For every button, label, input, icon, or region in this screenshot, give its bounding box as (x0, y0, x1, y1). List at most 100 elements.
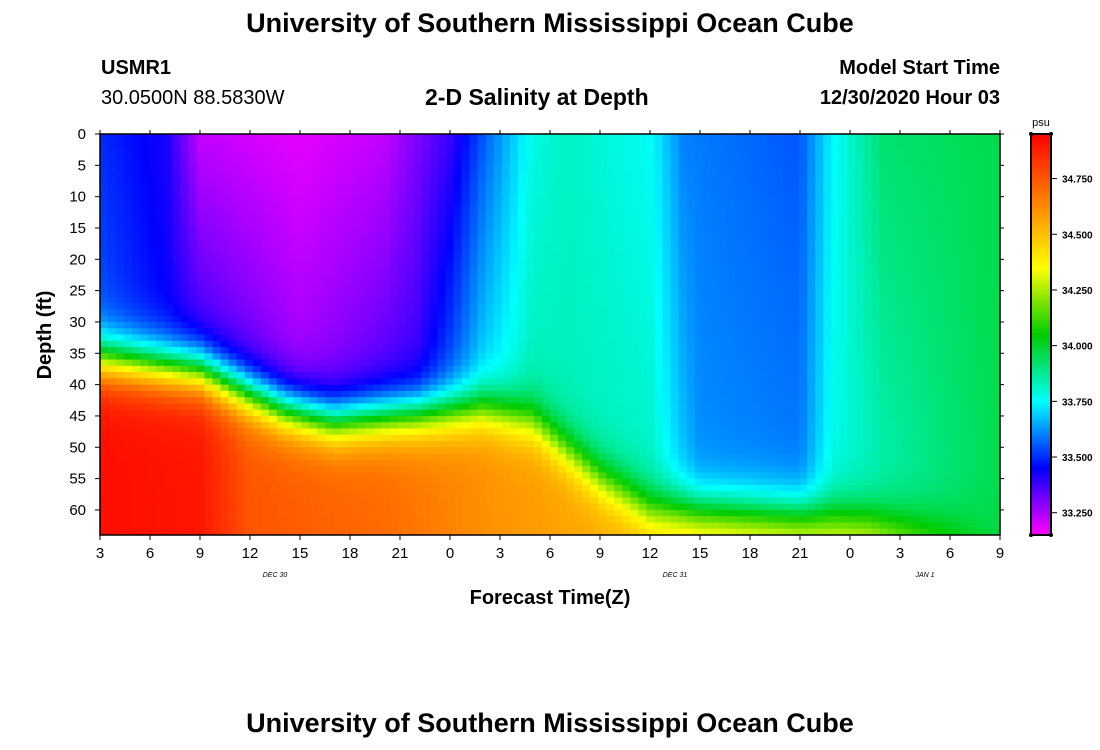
heatmap-cell (630, 296, 639, 304)
heatmap-cell (445, 315, 455, 323)
heatmap-cell (284, 472, 294, 480)
heatmap-cell (678, 234, 688, 242)
heatmap-cell (341, 171, 350, 179)
heatmap-cell (220, 503, 230, 511)
heatmap-cell (718, 484, 728, 492)
heatmap-cell (220, 472, 230, 480)
heatmap-cell (485, 240, 495, 248)
heatmap-cell (525, 146, 535, 154)
heatmap-cell (461, 415, 471, 423)
heatmap-cell (196, 466, 206, 473)
heatmap-cell (550, 378, 559, 386)
heatmap-cell (276, 184, 286, 191)
heatmap-cell (574, 140, 583, 148)
heatmap-cell (124, 403, 133, 411)
heatmap-cell (172, 503, 181, 511)
heatmap-cell (541, 221, 551, 229)
heatmap-cell (108, 184, 117, 191)
heatmap-cell (541, 491, 551, 499)
heatmap-cell (566, 202, 575, 210)
heatmap-cell (574, 453, 583, 461)
heatmap-cell (453, 390, 463, 398)
heatmap-cell (670, 165, 680, 173)
heatmap-cell (164, 315, 173, 323)
heatmap-cell (509, 466, 519, 473)
heatmap-cell (389, 134, 398, 141)
heatmap-cell (164, 484, 173, 492)
heatmap-cell (236, 221, 246, 229)
heatmap-cell (252, 259, 262, 267)
heatmap-cell (236, 434, 246, 442)
heatmap-cell (702, 259, 712, 267)
heatmap-cell (292, 384, 302, 392)
heatmap-cell (598, 246, 607, 254)
heatmap-cell (405, 484, 414, 492)
heatmap-cell (397, 159, 406, 166)
heatmap-cell (389, 290, 398, 298)
heatmap-cell (228, 253, 238, 260)
heatmap-cell (325, 347, 334, 354)
heatmap-cell (220, 259, 230, 267)
heatmap-cell (405, 315, 414, 323)
heatmap-cell (341, 390, 350, 398)
heatmap-cell (622, 334, 631, 342)
heatmap-cell (124, 146, 133, 154)
heatmap-cell (461, 403, 471, 411)
heatmap-cell (469, 165, 479, 173)
heatmap-cell (694, 209, 704, 217)
heatmap-cell (333, 516, 342, 524)
heatmap-cell (236, 140, 246, 148)
heatmap-cell (341, 397, 350, 405)
heatmap-cell (180, 271, 189, 279)
heatmap-cell (308, 196, 318, 204)
heatmap-cell (228, 140, 238, 148)
heatmap-cell (300, 265, 310, 273)
heatmap-cell (349, 227, 358, 235)
heatmap-cell (405, 522, 414, 530)
heatmap-cell (164, 434, 173, 442)
heatmap-cell (477, 227, 487, 235)
heatmap-cell (598, 152, 607, 160)
heatmap-cell (228, 278, 238, 285)
heatmap-cell (228, 184, 238, 191)
heatmap-cell (421, 384, 431, 392)
heatmap-cell (606, 209, 615, 217)
heatmap-cell (469, 278, 479, 285)
heatmap-cell (268, 365, 278, 373)
heatmap-cell (445, 347, 455, 354)
heatmap-cell (582, 227, 591, 235)
heatmap-cell (509, 397, 519, 405)
heatmap-cell (525, 165, 535, 173)
heatmap-cell (140, 415, 149, 423)
heatmap-cell (389, 359, 398, 367)
heatmap-cell (590, 315, 599, 323)
heatmap-cell (574, 340, 583, 348)
heatmap-cell (180, 234, 189, 242)
heatmap-cell (244, 159, 254, 166)
heatmap-cell (533, 146, 543, 154)
heatmap-cell (533, 196, 543, 204)
heatmap-cell (646, 466, 656, 473)
heatmap-cell (622, 171, 631, 179)
heatmap-cell (517, 152, 527, 160)
heatmap-cell (501, 296, 511, 304)
heatmap-cell (100, 459, 109, 467)
heatmap-cell (614, 265, 623, 273)
heatmap-cell (381, 397, 390, 405)
heatmap-cell (501, 378, 511, 386)
heatmap-cell (453, 378, 463, 386)
heatmap-cell (686, 303, 696, 311)
heatmap-cell (228, 516, 238, 524)
heatmap-cell (381, 221, 390, 229)
heatmap-cell (333, 384, 342, 392)
heatmap-cell (341, 196, 350, 204)
heatmap-cell (501, 509, 511, 517)
heatmap-cell (566, 359, 575, 367)
heatmap-cell (300, 340, 310, 348)
heatmap-cell (164, 246, 173, 254)
heatmap-cell (316, 290, 326, 298)
heatmap-cell (349, 296, 358, 304)
heatmap-cell (614, 397, 623, 405)
heatmap-cell (333, 528, 342, 535)
heatmap-cell (180, 509, 189, 517)
